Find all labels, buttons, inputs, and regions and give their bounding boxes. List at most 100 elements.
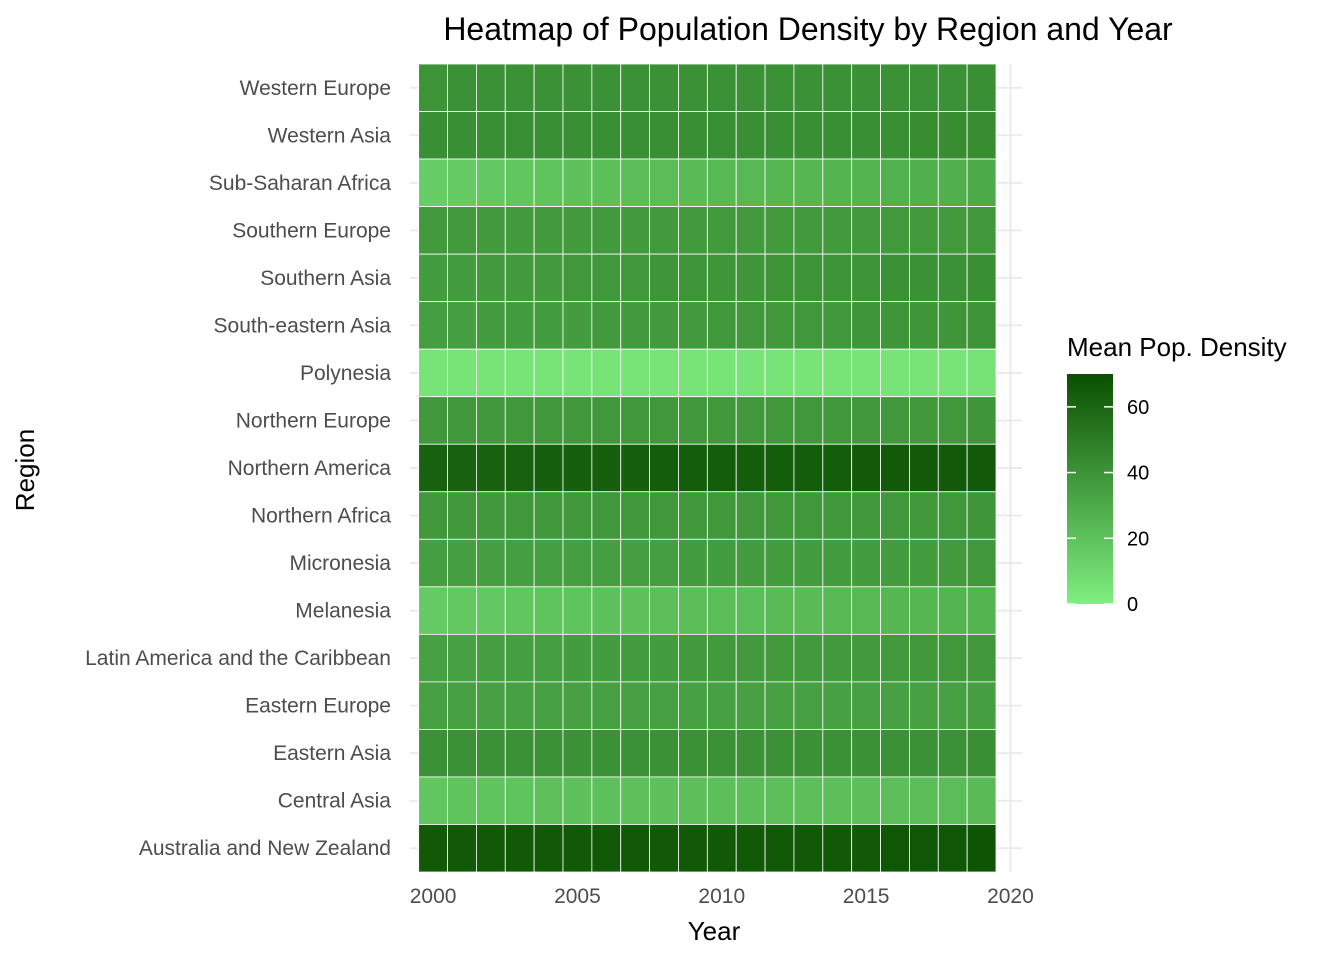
heatmap-cell (937, 443, 968, 493)
heatmap-cell (504, 729, 535, 778)
heatmap-cell (793, 158, 824, 207)
heatmap-cell (649, 491, 679, 540)
heatmap-cell (851, 491, 881, 540)
heatmap-cell (880, 586, 910, 635)
heatmap-cell (822, 63, 853, 112)
heatmap-cell (678, 538, 708, 588)
heatmap-cell (793, 776, 824, 825)
heatmap-cell (533, 633, 564, 683)
heatmap-cell (678, 633, 708, 683)
heatmap-cell (678, 301, 708, 350)
heatmap-cell (447, 633, 477, 683)
heatmap-cell (447, 63, 477, 112)
y-tick-label: Eastern Asia (273, 742, 391, 765)
heatmap-cell (562, 824, 593, 873)
heatmap-cell (418, 586, 448, 635)
heatmap-cell (735, 681, 766, 730)
heatmap-cell (504, 158, 535, 207)
heatmap-cell (909, 443, 939, 493)
chart-title: Heatmap of Population Density by Region … (443, 11, 1173, 47)
heatmap-cell (475, 206, 506, 255)
heatmap-cell (678, 729, 708, 778)
heatmap-cell (504, 206, 535, 255)
heatmap-cell (966, 729, 997, 778)
y-tick-label: Australia and New Zealand (139, 837, 391, 860)
heatmap-cell (620, 206, 651, 255)
heatmap-cell (909, 681, 939, 730)
heatmap-cell (793, 301, 824, 350)
heatmap-cell (591, 824, 622, 873)
heatmap-cell (937, 491, 968, 540)
y-tick-label: Latin America and the Caribbean (85, 647, 391, 670)
heatmap-cell (880, 824, 910, 873)
heatmap-cell (418, 206, 448, 255)
legend-tick-label: 20 (1127, 528, 1149, 550)
heatmap-cells (418, 63, 997, 873)
heatmap-cell (822, 776, 853, 825)
y-tick-label: Northern Africa (251, 505, 391, 528)
heatmap-cell (649, 396, 679, 445)
heatmap-cell (851, 63, 881, 112)
heatmap-cell (418, 348, 448, 398)
heatmap-cell (562, 633, 593, 683)
heatmap-cell (764, 824, 795, 873)
heatmap-cell (880, 491, 910, 540)
heatmap-cell (966, 443, 997, 493)
heatmap-cell (620, 111, 651, 160)
heatmap-cell (562, 491, 593, 540)
heatmap-cell (880, 348, 910, 398)
y-tick-label: Eastern Europe (245, 695, 391, 718)
heatmap-cell (504, 681, 535, 730)
heatmap-cell (447, 348, 477, 398)
heatmap-cell (937, 111, 968, 160)
heatmap-cell (562, 301, 593, 350)
heatmap-cell (822, 301, 853, 350)
heatmap-cell (851, 111, 881, 160)
heatmap-cell (562, 206, 593, 255)
heatmap-cell (851, 729, 881, 778)
heatmap-cell (851, 824, 881, 873)
heatmap-cell (793, 253, 824, 303)
heatmap-cell (678, 776, 708, 825)
heatmap-cell (533, 396, 564, 445)
heatmap-cell (793, 824, 824, 873)
heatmap-cell (909, 158, 939, 207)
heatmap-cell (764, 681, 795, 730)
heatmap-cell (764, 396, 795, 445)
heatmap-cell (504, 396, 535, 445)
heatmap-cell (649, 681, 679, 730)
heatmap-cell (649, 206, 679, 255)
heatmap-cell (909, 301, 939, 350)
heatmap-cell (475, 729, 506, 778)
heatmap-cell (880, 776, 910, 825)
heatmap-cell (793, 443, 824, 493)
heatmap-cell (735, 443, 766, 493)
heatmap-cell (937, 681, 968, 730)
heatmap-cell (706, 396, 737, 445)
heatmap-cell (966, 538, 997, 588)
heatmap-cell (764, 633, 795, 683)
heatmap-cell (475, 633, 506, 683)
heatmap-cell (418, 253, 448, 303)
heatmap-cell (706, 586, 737, 635)
heatmap-cell (937, 253, 968, 303)
legend-tick-label: 40 (1127, 463, 1149, 485)
heatmap-cell (504, 491, 535, 540)
heatmap-cell (706, 348, 737, 398)
heatmap-cell (851, 443, 881, 493)
heatmap-cell (447, 776, 477, 825)
heatmap-cell (735, 348, 766, 398)
heatmap-cell (851, 158, 881, 207)
heatmap-cell (475, 396, 506, 445)
heatmap-cell (533, 538, 564, 588)
heatmap-cell (880, 538, 910, 588)
x-tick-label: 2010 (698, 885, 745, 908)
heatmap-cell (591, 206, 622, 255)
heatmap-cell (591, 538, 622, 588)
heatmap-cell (475, 491, 506, 540)
x-tick-label: 2020 (987, 885, 1034, 908)
heatmap-cell (880, 681, 910, 730)
heatmap-cell (851, 253, 881, 303)
heatmap-cell (475, 443, 506, 493)
